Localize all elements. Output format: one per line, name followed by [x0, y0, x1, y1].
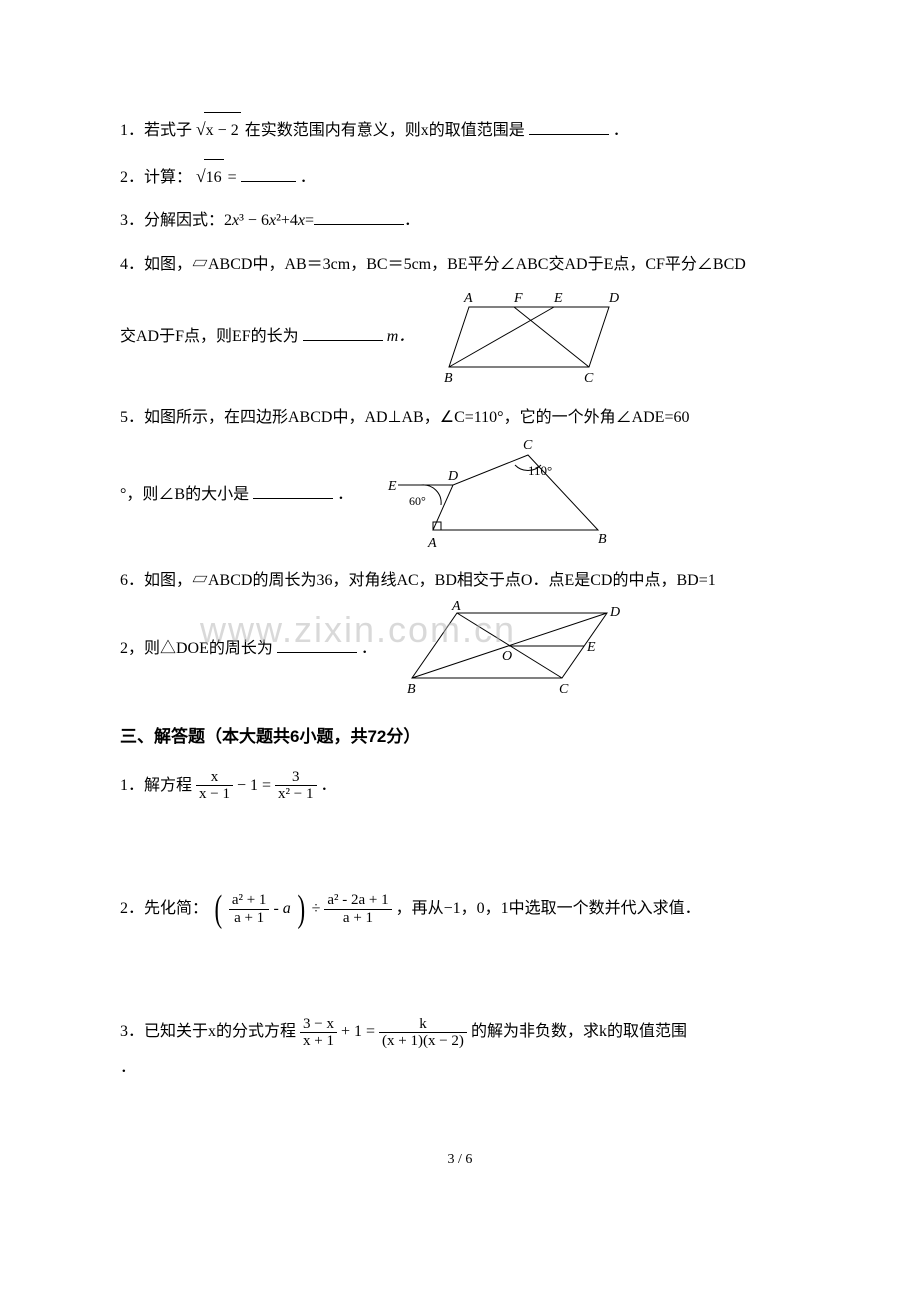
q1-suffix: 在实数范围内有意义，则x的取值范围是: [245, 122, 525, 139]
q6-label-A: A: [451, 599, 461, 614]
s3q1-frac2: 3 x² − 1: [275, 769, 316, 803]
s3q1-minus1: − 1 =: [237, 777, 275, 794]
q3-mid1: ³ − 6: [239, 212, 269, 229]
q2-end: ．: [300, 169, 316, 186]
q2-eq: =: [228, 169, 237, 186]
q5-line1: 5．如图所示，在四边形ABCD中，AD⊥AB，∠C=110°，它的一个外角∠AD…: [120, 400, 800, 435]
s3q1-f2d: x² − 1: [275, 786, 316, 803]
section3-title: 三、解答题（本大题共6小题，共72分）: [120, 718, 800, 755]
q4-blank: [303, 325, 383, 341]
q6-label-D: D: [609, 605, 620, 620]
s3q1-prefix: 1．解方程: [120, 777, 192, 794]
q6-end: ．: [361, 640, 377, 657]
s3q2-f2d: a + 1: [324, 910, 391, 927]
s3q3-plus1: + 1 =: [341, 1023, 379, 1040]
question-4: 4．如图，▱ABCD中，AB＝3cm，BC＝5cm，BE平分∠ABC交AD于E点…: [120, 247, 800, 392]
question-6: 6．如图，▱ABCD的周长为36，对角线AC，BD相交于点O．点E是CD的中点，…: [120, 563, 800, 698]
s3q3-f2n: k: [379, 1016, 467, 1034]
q6-line1: 6．如图，▱ABCD的周长为36，对角线AC，BD相交于点O．点E是CD的中点，…: [120, 563, 800, 598]
s3q1-f1d: x − 1: [196, 786, 233, 803]
s3q3-suffix: 的解为非负数，求k的取值范围: [471, 1023, 687, 1040]
s3q2-suffix: ，再从−1，0，1中选取一个数并代入求值．: [396, 900, 701, 917]
question-5: 5．如图所示，在四边形ABCD中，AD⊥AB，∠C=110°，它的一个外角∠AD…: [120, 400, 800, 555]
q3-end: ．: [404, 212, 420, 229]
s3q3-f2d: (x + 1)(x − 2): [379, 1033, 467, 1050]
q4-label-F: F: [513, 291, 523, 306]
question-2: 2．计算： 16 = ．: [120, 157, 800, 196]
q5-line2-prefix: °，则∠B的大小是: [120, 486, 249, 503]
q1-sqrt-content: x − 2: [204, 112, 241, 148]
q6-line2-prefix: 2，则△DOE的周长为: [120, 640, 273, 657]
s3q1-end: ．: [321, 777, 337, 794]
s3q3-frac1: 3 − x x + 1: [300, 1016, 337, 1050]
q3-x1: x: [298, 212, 305, 229]
s3q1-f1n: x: [196, 769, 233, 787]
q6-figure: A D B C O E: [397, 598, 627, 698]
q5-angle110: 110°: [528, 463, 552, 478]
q4-label-E: E: [553, 291, 563, 306]
q1-end: ．: [613, 122, 629, 139]
q4-line1: 4．如图，▱ABCD中，AB＝3cm，BC＝5cm，BE平分∠ABC交AD于E点…: [120, 247, 800, 282]
q4-label-D: D: [608, 291, 619, 306]
q3-mid2: ²+4: [276, 212, 298, 229]
q4-label-C: C: [584, 371, 594, 386]
q4-suffix: m．: [387, 328, 415, 345]
q5-angle60: 60°: [409, 494, 426, 508]
q4-figure: A F E D B C: [434, 282, 644, 392]
question-3: 3．分解因式：2x³ − 6x²+4x=．: [120, 203, 800, 238]
s3q3-f1d: x + 1: [300, 1033, 337, 1050]
s3q2-minusa: - a: [273, 900, 290, 917]
q6-blank: [277, 637, 357, 653]
q2-blank: [241, 166, 296, 182]
q5-end: ．: [337, 486, 353, 503]
s3q2-f1d: a + 1: [229, 910, 270, 927]
q3-x2: x: [269, 212, 276, 229]
s3q2-f1n: a² + 1: [229, 892, 270, 910]
q4-line2-prefix: 交AD于F点，则EF的长为: [120, 328, 299, 345]
q5-label-E: E: [387, 479, 397, 494]
q6-label-E: E: [586, 640, 596, 655]
section3-q1: 1．解方程 x x − 1 − 1 = 3 x² − 1 ．: [120, 768, 800, 803]
q1-blank: [529, 119, 609, 135]
s3q3-end: ．: [120, 1050, 800, 1085]
q6-label-B: B: [407, 682, 416, 697]
s3q3-f1n: 3 − x: [300, 1016, 337, 1034]
s3q1-f2n: 3: [275, 769, 316, 787]
q1-sqrt: x − 2: [196, 110, 241, 149]
s3q2-div: ÷: [312, 900, 325, 917]
section3-q2: 2．先化简： ( a² + 1 a + 1 - a ) ÷ a² - 2a + …: [120, 891, 800, 926]
q6-label-C: C: [559, 682, 569, 697]
s3q2-frac1: a² + 1 a + 1: [229, 892, 270, 926]
q3-eq: =: [305, 212, 314, 229]
q5-label-D: D: [447, 469, 458, 484]
page-number: 3 / 6: [120, 1145, 800, 1176]
q2-prefix: 2．计算：: [120, 169, 192, 186]
q2-sqrt-content: 16: [204, 159, 224, 195]
q3-blank: [314, 209, 404, 225]
q5-figure: C 110° D E 60° A B: [373, 435, 633, 555]
s3q1-frac1: x x − 1: [196, 769, 233, 803]
question-1: 1．若式子 x − 2 在实数范围内有意义，则x的取值范围是 ．: [120, 110, 800, 149]
s3q2-f2n: a² - 2a + 1: [324, 892, 391, 910]
q5-label-C: C: [523, 438, 533, 453]
q2-sqrt: 16: [196, 157, 224, 196]
s3q2-prefix: 2．先化简：: [120, 900, 208, 917]
s3q3-frac2: k (x + 1)(x − 2): [379, 1016, 467, 1050]
s3q2-frac2: a² - 2a + 1 a + 1: [324, 892, 391, 926]
section3-q3: 3．已知关于x的分式方程 3 − x x + 1 + 1 = k (x + 1)…: [120, 1014, 800, 1085]
q4-label-B: B: [444, 371, 453, 386]
s3q3-prefix: 3．已知关于x的分式方程: [120, 1023, 296, 1040]
q5-blank: [253, 483, 333, 499]
q4-label-A: A: [463, 291, 473, 306]
q5-label-A: A: [427, 536, 437, 551]
q1-prefix: 1．若式子: [120, 122, 192, 139]
q5-label-B: B: [598, 532, 607, 547]
q6-label-O: O: [502, 649, 512, 664]
q3-text: 3．分解因式：2: [120, 212, 232, 229]
